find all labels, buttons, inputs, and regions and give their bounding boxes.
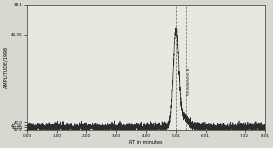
Y-axis label: AMPLITUDE/1998: AMPLITUDE/1998	[4, 46, 8, 89]
X-axis label: RT in minutes: RT in minutes	[129, 140, 163, 145]
Text: Rhodamine B: Rhodamine B	[188, 67, 191, 95]
